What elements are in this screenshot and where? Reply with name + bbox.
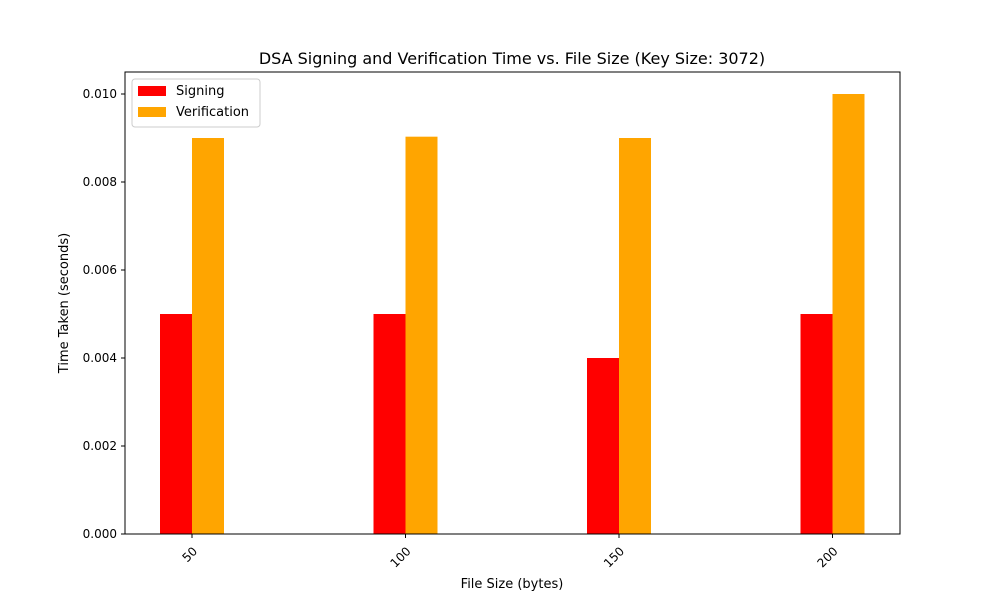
legend-swatch-verification <box>138 107 166 117</box>
y-axis-label: Time Taken (seconds) <box>57 233 72 374</box>
chart-title: DSA Signing and Verification Time vs. Fi… <box>259 49 765 68</box>
bar-signing-50 <box>160 314 192 534</box>
bar-signing-150 <box>587 358 619 534</box>
x-axis-label: File Size (bytes) <box>461 577 564 592</box>
y-tick-label: 0.000 <box>83 527 117 541</box>
y-tick-label: 0.002 <box>83 439 117 453</box>
plot-frame <box>124 71 901 535</box>
legend-label-verification: Verification <box>176 105 249 120</box>
bar-signing-100 <box>373 314 406 534</box>
bar-verification-100 <box>405 136 438 534</box>
bar-verification-200 <box>832 94 865 534</box>
y-tick-label: 0.010 <box>83 87 117 101</box>
legend-label-signing: Signing <box>176 84 224 99</box>
legend-swatch-signing <box>138 86 166 96</box>
bar-verification-150 <box>619 138 651 534</box>
bars-layer <box>160 94 865 534</box>
legend: Signing Verification <box>131 78 261 128</box>
y-tick-label: 0.006 <box>83 263 117 277</box>
bar-signing-200 <box>800 314 833 534</box>
bar-verification-50 <box>192 138 224 534</box>
y-tick-label: 0.004 <box>83 351 117 365</box>
y-tick-label: 0.008 <box>83 175 117 189</box>
y-axis-ticks: 0.000 0.002 0.004 0.006 0.008 0.010 <box>83 87 125 541</box>
